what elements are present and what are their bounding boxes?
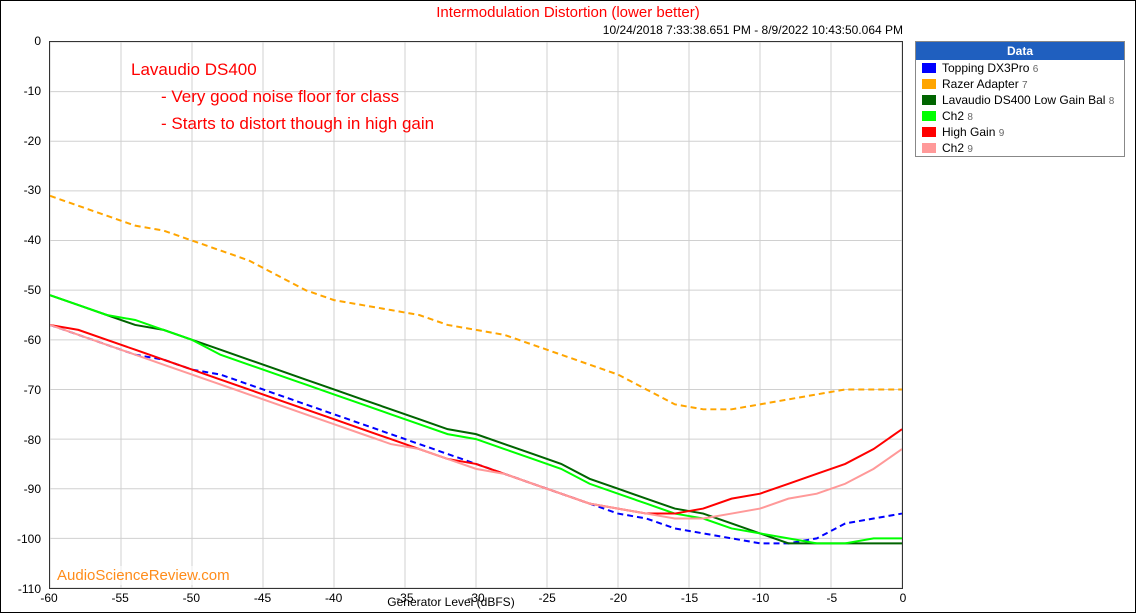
legend-label: Razer Adapter 7 [942,77,1028,91]
legend-swatch [922,79,936,89]
legend-swatch [922,127,936,137]
x-tick-label: -15 [681,591,698,605]
legend-swatch [922,111,936,121]
x-tick-label: -5 [826,591,837,605]
legend-label: Ch2 9 [942,141,973,155]
legend-swatch [922,143,936,153]
legend-label: Ch2 8 [942,109,973,123]
x-tick-label: -25 [538,591,555,605]
y-tick-label: -80 [1,433,41,447]
legend-item: Razer Adapter 7 [916,76,1124,92]
legend-item: Topping DX3Pro 6 [916,60,1124,76]
legend-swatch [922,63,936,73]
annotation-block: Lavaudio DS400 - Very good noise floor f… [131,56,434,138]
legend-item: High Gain 9 [916,124,1124,140]
legend-label: Lavaudio DS400 Low Gain Bal 8 [942,93,1114,107]
watermark: AudioScienceReview.com [53,566,234,585]
x-tick-label: -40 [325,591,342,605]
y-tick-label: -40 [1,233,41,247]
chart-container: Intermodulation Distortion (lower better… [0,0,1136,613]
legend-label: Topping DX3Pro 6 [942,61,1038,75]
x-tick-label: -50 [183,591,200,605]
y-tick-label: -100 [1,532,41,546]
x-tick-label: -10 [752,591,769,605]
y-tick-label: -60 [1,333,41,347]
legend-item: Ch2 9 [916,140,1124,156]
y-tick-label: -70 [1,383,41,397]
legend-item: Lavaudio DS400 Low Gain Bal 8 [916,92,1124,108]
annotation-bullet-0: - Very good noise floor for class [131,83,434,110]
legend-item: Ch2 8 [916,108,1124,124]
annotation-heading: Lavaudio DS400 [131,56,434,83]
legend-title: Data [916,42,1124,60]
y-tick-label: -90 [1,482,41,496]
timestamp-label: 10/24/2018 7:33:38.651 PM - 8/9/2022 10:… [603,23,903,37]
x-tick-label: -60 [40,591,57,605]
legend-swatch [922,95,936,105]
y-tick-label: -30 [1,183,41,197]
x-tick-label: -30 [467,591,484,605]
x-tick-label: 0 [900,591,907,605]
legend-label: High Gain 9 [942,125,1004,139]
legend-items: Topping DX3Pro 6 Razer Adapter 7 Lavaudio … [916,60,1124,156]
y-tick-label: 0 [1,34,41,48]
chart-title: Intermodulation Distortion (lower better… [1,4,1135,21]
x-tick-label: -35 [396,591,413,605]
annotation-bullet-1: - Starts to distort though in high gain [131,110,434,137]
y-tick-label: -20 [1,134,41,148]
x-tick-label: -20 [610,591,627,605]
y-tick-label: -110 [1,582,41,596]
x-tick-label: -45 [254,591,271,605]
y-tick-label: -10 [1,84,41,98]
legend-box: Data Topping DX3Pro 6 Razer Adapter 7 Lava… [915,41,1125,157]
x-tick-label: -55 [111,591,128,605]
y-tick-label: -50 [1,283,41,297]
